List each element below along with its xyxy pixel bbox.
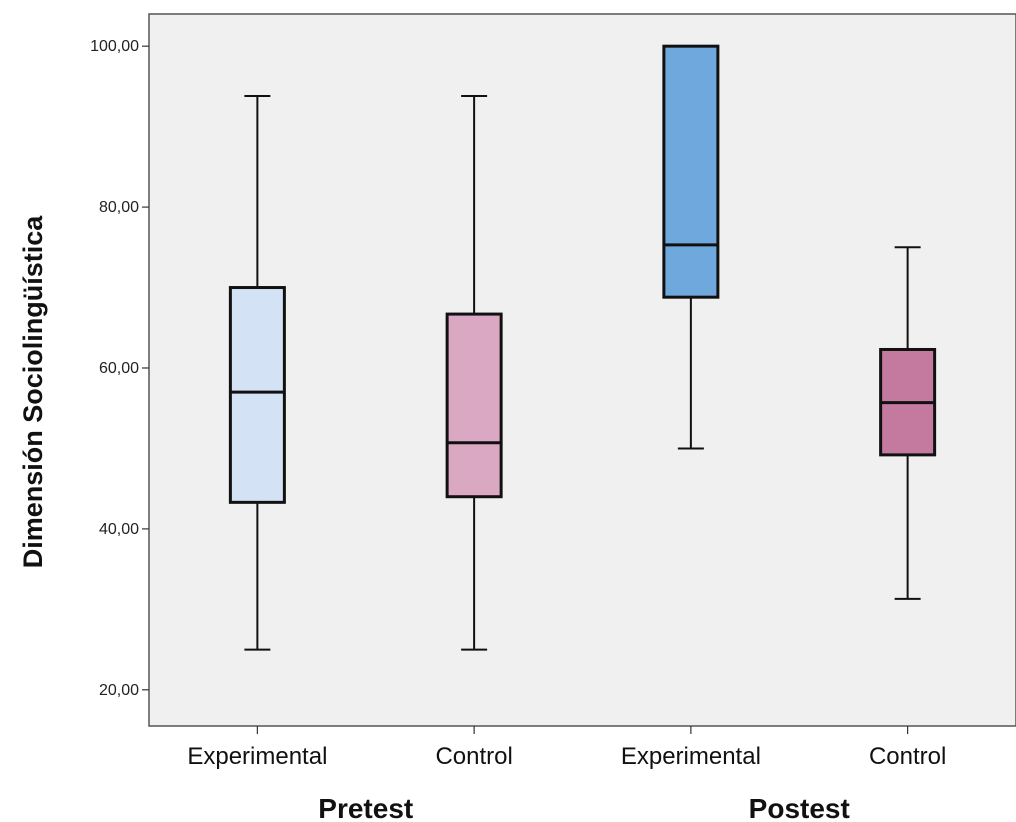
y-tick-label: 40,00	[99, 521, 139, 538]
y-tick-label: 100,00	[90, 38, 139, 55]
iqr-box	[445, 312, 503, 499]
plot-area	[148, 13, 1016, 727]
x-group-label: Postest	[749, 793, 850, 822]
box-postest-experimental	[662, 44, 720, 450]
y-tick-label: 60,00	[99, 360, 139, 377]
y-axis: 20,00 40,00 60,00 80,00 100,00	[90, 38, 149, 699]
y-tick-label: 20,00	[99, 682, 139, 699]
x-group-label: Pretest	[318, 793, 413, 822]
box-pretest-control	[445, 95, 503, 651]
y-axis-title: Dimensión Sociolingüística	[18, 215, 48, 569]
x-category-label: Control	[869, 743, 946, 770]
iqr-box	[228, 286, 286, 504]
boxes-layer	[228, 44, 937, 651]
x-category-label: Experimental	[621, 743, 761, 770]
x-axis: Experimental Control Experimental Control Pr…	[187, 726, 946, 822]
iqr-box	[662, 44, 720, 299]
box-postest-control	[879, 246, 937, 600]
x-category-label: Experimental	[187, 743, 327, 770]
x-category-label: Control	[435, 743, 512, 770]
box-pretest-experimental	[228, 95, 286, 651]
y-tick-label: 80,00	[99, 199, 139, 216]
